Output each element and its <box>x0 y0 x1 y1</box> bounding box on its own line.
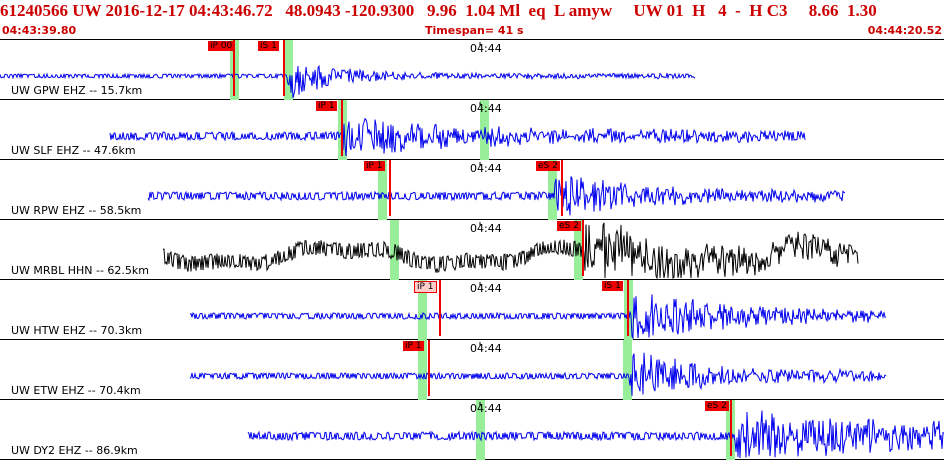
time-tick-label: 04:44 <box>470 102 502 115</box>
station-panel[interactable]: 04:44 iP 1 UW ETW EHZ -- 70.4km <box>0 340 944 400</box>
waveform-trace <box>189 294 886 340</box>
station-label: UW MRBL HHN -- 62.5km <box>11 264 150 277</box>
station-panel[interactable]: 04:44 iP 1 iS 1 UW HTW EHZ -- 70.3km <box>0 280 944 340</box>
station-label: UW SLF EHZ -- 47.6km <box>11 144 136 157</box>
timespan-label: Timespan= 41 s <box>425 24 524 37</box>
time-tick-label: 04:44 <box>470 222 502 235</box>
waveform-trace <box>162 222 859 280</box>
event-header: 61240566 UW 2016-12-17 04:43:46.72 48.09… <box>0 0 944 40</box>
waveform-plot <box>162 220 859 280</box>
waveform-trace <box>0 64 696 99</box>
phase-window-marker <box>476 400 485 460</box>
station-label: UW RPW EHZ -- 58.5km <box>11 204 142 217</box>
phase-window-marker <box>284 40 293 100</box>
waveform-plot <box>0 40 696 100</box>
time-tick-label: 04:44 <box>470 42 502 55</box>
station-label: UW DY2 EHZ -- 86.9km <box>11 444 138 457</box>
waveform-plot <box>109 100 806 160</box>
waveform-trace <box>247 410 944 459</box>
station-label: UW HTW EHZ -- 70.3km <box>11 324 143 337</box>
end-time: 04:44:20.52 <box>867 24 942 37</box>
phase-window-marker <box>548 160 557 220</box>
phase-window-marker <box>378 160 387 220</box>
time-tick-label: 04:44 <box>470 162 502 175</box>
waveform-trace <box>189 352 887 396</box>
phase-pick-label[interactable]: iP 1 <box>414 281 437 293</box>
waveform-trace <box>147 176 846 216</box>
phase-pick-label[interactable]: iP 1 <box>403 341 424 351</box>
phase-window-marker <box>418 340 427 400</box>
phase-pick-label[interactable]: iP 1 <box>316 101 337 111</box>
phase-pick-label[interactable]: iP 00 <box>208 41 235 51</box>
station-panel[interactable]: 04:44 iP 00 iS 1 UW GPW EHZ -- 15.7km <box>0 40 944 100</box>
event-summary-line: 61240566 UW 2016-12-17 04:43:46.72 48.09… <box>0 1 877 20</box>
station-panel[interactable]: 04:44 iP 1 eS 2 UW RPW EHZ -- 58.5km <box>0 160 944 220</box>
time-tick-label: 04:44 <box>470 402 502 415</box>
waveform-plot <box>189 340 887 400</box>
phase-pick-label[interactable]: iP 1 <box>364 161 385 171</box>
phase-window-marker <box>623 340 632 400</box>
station-panel[interactable]: 04:44 eS 2 UW DY2 EHZ -- 86.9km <box>0 400 944 460</box>
phase-window-marker <box>418 280 427 340</box>
phase-pick-label[interactable]: iS 1 <box>258 41 279 51</box>
station-label: UW GPW EHZ -- 15.7km <box>11 84 143 97</box>
header-divider <box>0 39 944 40</box>
phase-pick-label[interactable]: eS 2 <box>557 221 581 231</box>
station-panel[interactable]: 04:44 eS 2 UW MRBL HHN -- 62.5km <box>0 220 944 280</box>
waveform-plot <box>147 160 846 220</box>
waveform-trace <box>109 117 806 157</box>
time-tick-label: 04:44 <box>470 342 502 355</box>
phase-pick-label[interactable]: eS 2 <box>536 161 560 171</box>
station-panel[interactable]: 04:44 iP 1 UW SLF EHZ -- 47.6km <box>0 100 944 160</box>
phase-pick-label[interactable]: eS 2 <box>705 401 729 411</box>
start-time: 04:43:39.80 <box>2 24 77 37</box>
phase-pick-label[interactable]: iS 1 <box>602 281 623 291</box>
waveform-plot <box>247 400 944 460</box>
time-tick-label: 04:44 <box>470 282 502 295</box>
waveform-plot <box>189 280 886 340</box>
station-label: UW ETW EHZ -- 70.4km <box>11 384 141 397</box>
